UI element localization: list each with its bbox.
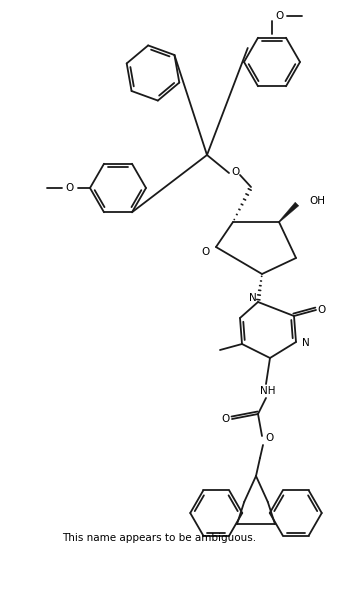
Text: O: O [231, 167, 239, 177]
Text: OH: OH [309, 196, 325, 206]
Text: O: O [202, 247, 210, 257]
Polygon shape [279, 202, 299, 223]
Text: O: O [221, 414, 229, 424]
Text: O: O [265, 433, 273, 443]
Text: This name appears to be ambiguous.: This name appears to be ambiguous. [62, 533, 256, 543]
Text: O: O [276, 11, 284, 21]
Text: NH: NH [260, 386, 276, 396]
Text: O: O [318, 305, 326, 315]
Text: N: N [302, 338, 310, 348]
Text: N: N [249, 293, 257, 303]
Text: O: O [66, 183, 74, 193]
